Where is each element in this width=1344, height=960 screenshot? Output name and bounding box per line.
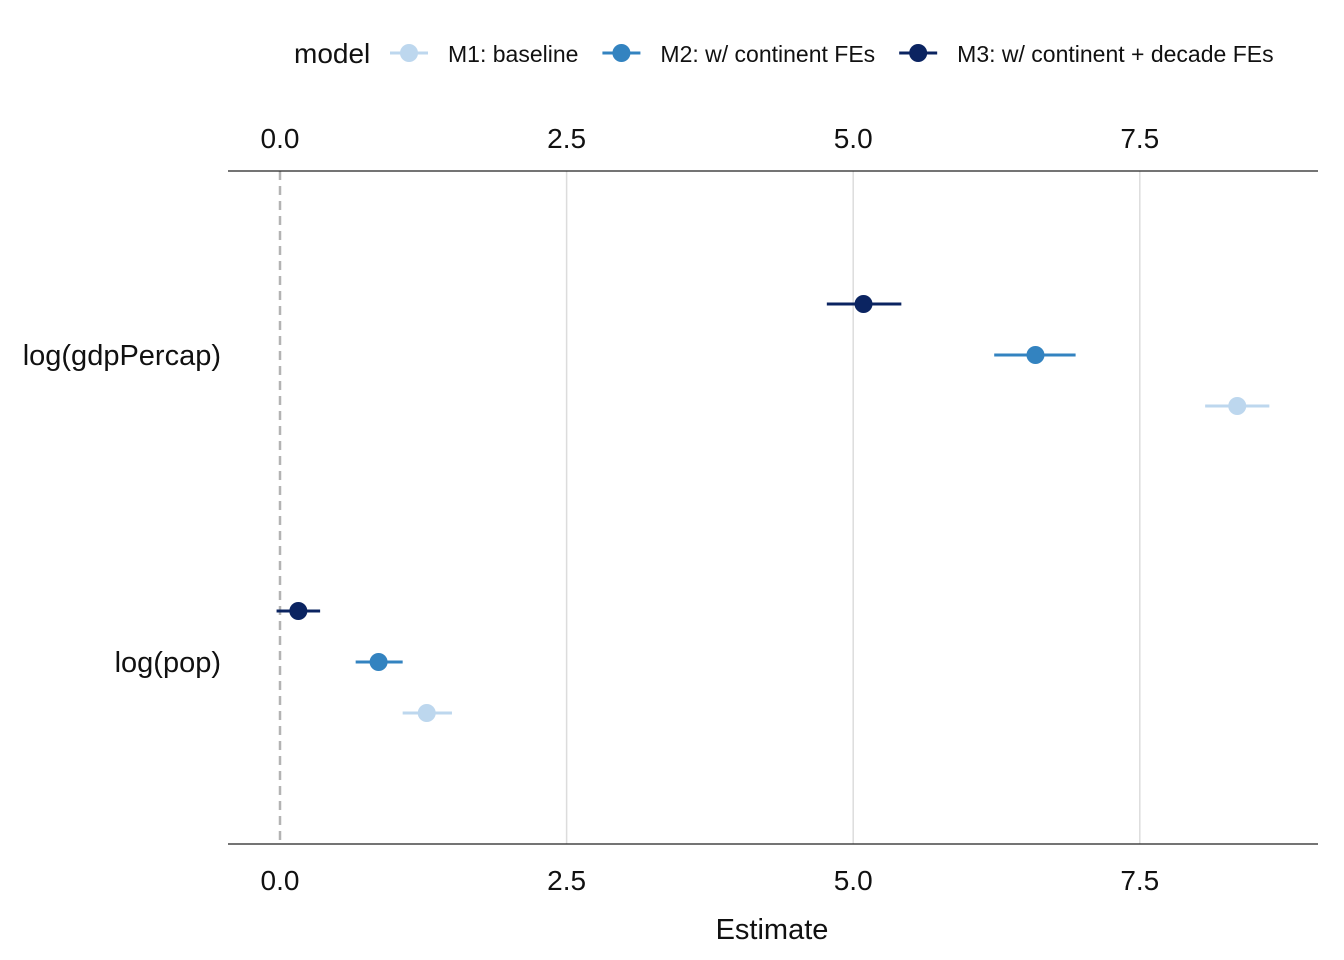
gridlines xyxy=(565,171,1141,844)
legend-key-point xyxy=(612,44,631,62)
legend-label: M2: w/ continent FEs xyxy=(660,41,875,67)
estimate-point xyxy=(289,602,308,620)
legend-label: M1: baseline xyxy=(448,41,578,67)
term-label: log(pop) xyxy=(115,647,221,679)
top-tick-label: 2.5 xyxy=(547,123,586,154)
estimate-point xyxy=(369,653,388,671)
estimate-point xyxy=(854,295,873,313)
top-tick-label: 7.5 xyxy=(1120,123,1159,154)
bottom-tick-label: 2.5 xyxy=(547,865,586,896)
bottom-tick-label: 7.5 xyxy=(1120,865,1159,896)
top-tick-label: 5.0 xyxy=(834,123,873,154)
term-label: log(gdpPercap) xyxy=(23,340,221,372)
bottom-tick-label: 5.0 xyxy=(834,865,873,896)
legend-title: model xyxy=(294,38,370,69)
term-labels: log(gdpPercap) log(pop) xyxy=(23,340,221,679)
bottom-tick-labels: 0.0 2.5 5.0 7.5 xyxy=(261,865,1160,896)
bottom-tick-label: 0.0 xyxy=(261,865,300,896)
estimate-point xyxy=(1026,346,1045,364)
legend: model M1: baseline M2: w/ continent FEs M3… xyxy=(294,38,1274,69)
legend-key-point xyxy=(400,44,418,62)
legend-label: M3: w/ continent + decade FEs xyxy=(957,41,1273,67)
top-tick-label: 0.0 xyxy=(261,123,300,154)
plot-marks xyxy=(276,295,1270,722)
legend-key-point xyxy=(909,44,928,62)
x-axis-title: Estimate xyxy=(716,914,829,946)
estimate-point xyxy=(1228,397,1247,415)
estimate-point xyxy=(417,704,436,722)
top-tick-labels: 0.0 2.5 5.0 7.5 xyxy=(261,123,1160,154)
